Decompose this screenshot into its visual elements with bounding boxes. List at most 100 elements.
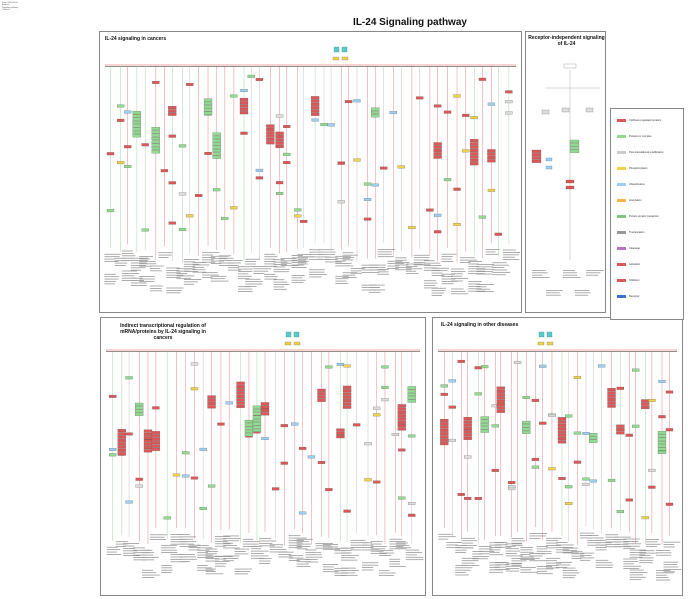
node [433, 145, 442, 149]
node [462, 149, 470, 153]
node [255, 78, 264, 81]
caption-line [291, 282, 304, 284]
caption-line [269, 544, 284, 546]
node [496, 386, 505, 390]
node [143, 449, 153, 453]
node [665, 390, 674, 394]
caption-line [296, 563, 309, 565]
caption-line [296, 546, 311, 547]
node [464, 497, 472, 500]
caption-line [645, 539, 660, 540]
caption-line [250, 548, 262, 550]
caption-line [315, 545, 332, 547]
caption-line [350, 549, 362, 551]
node [522, 424, 531, 428]
node [433, 104, 442, 108]
caption-line [253, 270, 269, 272]
caption-line [476, 288, 491, 290]
legend-swatch [617, 119, 626, 122]
node [151, 146, 160, 150]
caption-line [511, 562, 522, 564]
caption-line [369, 291, 381, 293]
node [474, 366, 482, 370]
caption-line [334, 575, 347, 576]
caption-line [315, 547, 334, 549]
caption-line [130, 280, 145, 281]
caption-line [223, 540, 239, 542]
caption-line [317, 254, 336, 255]
caption-line [179, 541, 197, 543]
caption-line [350, 268, 365, 269]
caption-line [170, 558, 182, 560]
caption-line [405, 552, 423, 553]
caption-line [536, 550, 552, 552]
node [463, 436, 472, 440]
caption-line [395, 269, 412, 271]
caption-line [586, 274, 599, 276]
legend-swatch [617, 215, 626, 218]
caption-line [237, 271, 253, 272]
node [546, 341, 554, 346]
caption-line [179, 543, 195, 545]
node [641, 402, 650, 406]
caption-line [441, 276, 453, 278]
caption-line [121, 275, 135, 277]
caption-line [492, 274, 506, 276]
caption-line [505, 548, 519, 550]
node [470, 148, 479, 153]
node [343, 364, 351, 368]
node [106, 209, 115, 213]
caption-line [288, 542, 303, 544]
caption-line [369, 269, 386, 271]
caption-line [505, 568, 520, 570]
caption-line [342, 274, 356, 276]
node [236, 391, 245, 395]
node [440, 392, 448, 396]
caption-line [562, 550, 577, 551]
legend-item: Protein-protein interaction [617, 215, 659, 218]
caption-line [197, 547, 213, 549]
caption-line [130, 257, 149, 259]
caption-line [149, 534, 168, 536]
node [109, 448, 117, 451]
caption-line [520, 567, 537, 568]
node [117, 435, 126, 439]
caption-line [476, 268, 494, 270]
node [607, 391, 616, 395]
node [182, 451, 190, 455]
caption-line [210, 263, 222, 264]
caption-line [529, 555, 543, 557]
node [607, 388, 616, 392]
caption-line [141, 577, 155, 578]
caption-line [245, 261, 257, 263]
caption-line [431, 267, 450, 269]
caption-line [141, 557, 159, 558]
caption-line [485, 249, 500, 250]
node [531, 149, 542, 153]
node [641, 516, 649, 520]
caption-line [423, 285, 436, 286]
caption-line [362, 562, 379, 564]
caption-line [106, 549, 121, 551]
caption-line [476, 266, 494, 268]
node [407, 389, 416, 393]
node [496, 409, 505, 413]
caption-line [205, 573, 224, 575]
node [558, 477, 566, 480]
node [275, 131, 284, 135]
node [212, 155, 221, 159]
node [239, 104, 249, 108]
caption-line [141, 569, 154, 571]
node [607, 394, 616, 398]
caption-line [431, 292, 444, 294]
caption-line [264, 265, 278, 267]
caption-line [205, 558, 220, 560]
node [236, 385, 245, 389]
caption-line [176, 273, 188, 274]
caption-line [259, 538, 272, 540]
caption-line [387, 265, 400, 267]
node [531, 159, 542, 163]
caption-line [202, 261, 216, 263]
caption-line [639, 550, 655, 552]
node [317, 392, 326, 396]
